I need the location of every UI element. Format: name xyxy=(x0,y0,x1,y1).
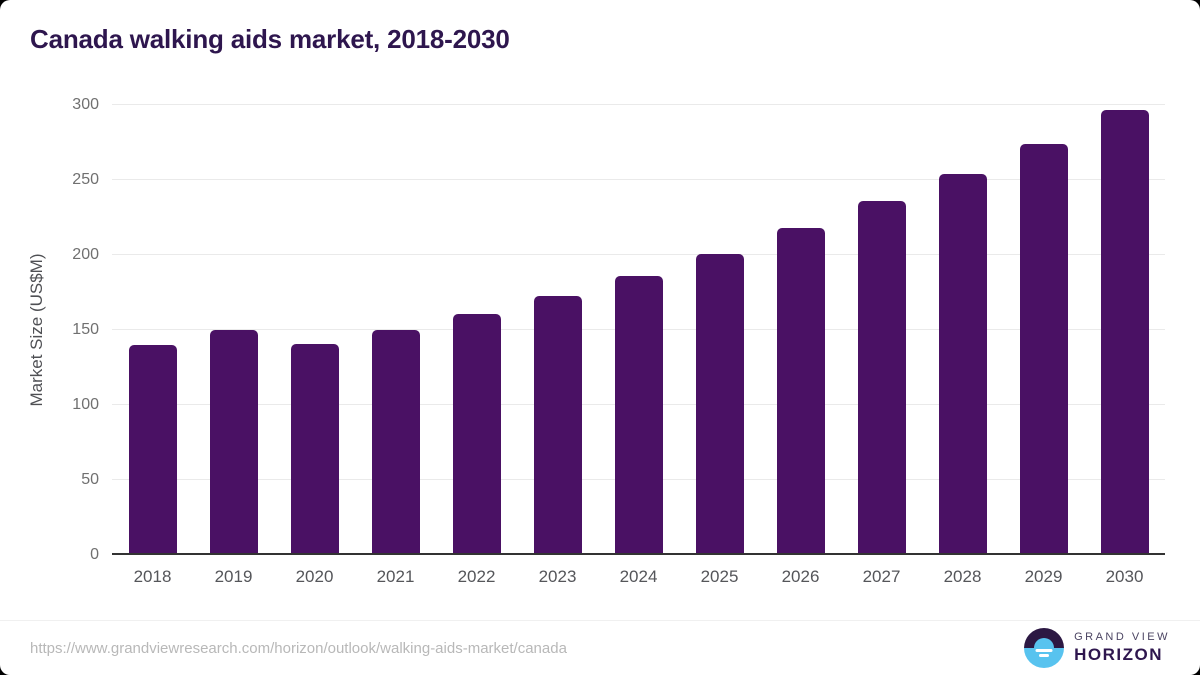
bar-slot-2029 xyxy=(1003,105,1084,555)
x-tick-label-2025: 2025 xyxy=(700,567,739,586)
bar-slot-2022 xyxy=(436,105,517,555)
bar-2024 xyxy=(614,276,663,555)
bar-2027 xyxy=(857,201,906,555)
bar-2028 xyxy=(938,174,987,555)
x-tick-label-2021: 2021 xyxy=(376,567,415,586)
y-tick-label-300: 300 xyxy=(72,96,99,113)
x-tick-label-2027: 2027 xyxy=(862,567,901,586)
plot-area: 2018 2019 2020 2021 2022 2023 2024 2025 2026 2027… xyxy=(72,96,1165,586)
bar-slot-2019 xyxy=(193,105,274,555)
x-tick-label-2024: 2024 xyxy=(619,567,658,586)
y-tick-label-50: 50 xyxy=(81,471,99,488)
x-tick-label-2026: 2026 xyxy=(781,567,820,586)
bar-2029 xyxy=(1019,144,1068,555)
horizon-line-2 xyxy=(1039,654,1050,658)
bar-2021 xyxy=(371,330,420,555)
x-axis-labels: 2018 2019 2020 2021 2022 2023 2024 2025 2026 2027… xyxy=(112,567,1165,587)
bar-slot-2030 xyxy=(1084,105,1165,555)
bar-slot-2024 xyxy=(598,105,679,555)
bar-slot-2021 xyxy=(355,105,436,555)
bar-slot-2018 xyxy=(112,105,193,555)
bar-slot-2020 xyxy=(274,105,355,555)
horizon-sunrise-icon xyxy=(1024,628,1065,668)
x-tick-label-2023: 2023 xyxy=(538,567,577,586)
bar-2022 xyxy=(452,313,501,555)
bar-2019 xyxy=(209,330,258,555)
source-url: https://www.grandviewresearch.com/horizo… xyxy=(30,639,567,657)
bar-2025 xyxy=(695,253,744,555)
x-tick-label-2022: 2022 xyxy=(457,567,496,586)
y-tick-label-250: 250 xyxy=(72,171,99,188)
x-tick-label-2029: 2029 xyxy=(1024,567,1063,586)
bars-container xyxy=(112,105,1165,555)
bar-2018 xyxy=(128,345,177,555)
bar-slot-2027 xyxy=(841,105,922,555)
x-tick-label-2018: 2018 xyxy=(133,567,172,586)
y-tick-label-0: 0 xyxy=(90,546,99,563)
sun-shape xyxy=(1034,638,1055,648)
bar-2023 xyxy=(533,295,582,555)
y-tick-label-150: 150 xyxy=(72,321,99,338)
y-tick-label-100: 100 xyxy=(72,396,99,413)
bar-2026 xyxy=(776,228,825,555)
x-tick-label-2028: 2028 xyxy=(943,567,982,586)
bar-slot-2025 xyxy=(679,105,760,555)
footer: https://www.grandviewresearch.com/horizo… xyxy=(0,620,1200,675)
gridline-300 xyxy=(112,104,1165,105)
x-axis-line xyxy=(112,553,1165,555)
x-tick-label-2030: 2030 xyxy=(1105,567,1144,586)
x-tick-label-2019: 2019 xyxy=(214,567,253,586)
x-tick-label-2020: 2020 xyxy=(295,567,334,586)
y-tick-label-200: 200 xyxy=(72,246,99,263)
logo-text: GRAND VIEW HORIZON xyxy=(1074,631,1170,666)
horizon-line-1 xyxy=(1035,648,1053,652)
chart-title: Canada walking aids market, 2018-2030 xyxy=(30,24,510,54)
grand-view-horizon-logo: GRAND VIEW HORIZON xyxy=(1024,628,1170,668)
bar-2030 xyxy=(1100,109,1149,555)
bar-slot-2026 xyxy=(760,105,841,555)
bar-2020 xyxy=(290,343,339,555)
logo-product-name: HORIZON xyxy=(1074,645,1163,665)
bar-slot-2028 xyxy=(922,105,1003,555)
gridline-250 xyxy=(112,179,1165,180)
gridline-200 xyxy=(112,254,1165,255)
bar-slot-2023 xyxy=(517,105,598,555)
logo-brand-name: GRAND VIEW xyxy=(1074,630,1170,643)
